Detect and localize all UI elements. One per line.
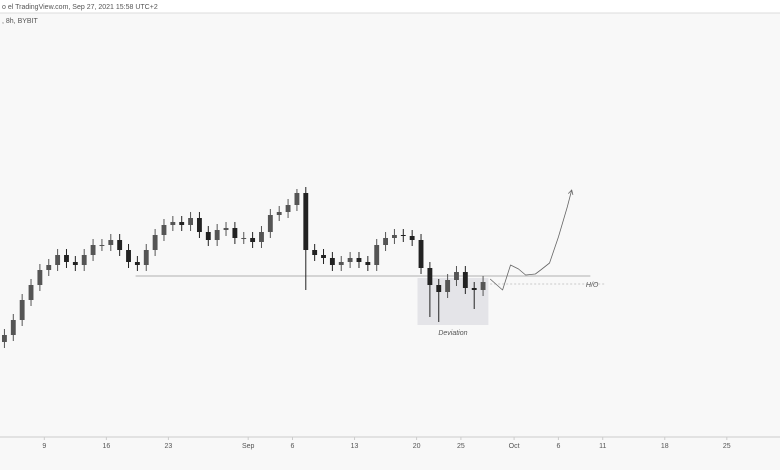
candle-body [55, 255, 61, 265]
candle-body [108, 240, 114, 245]
candle-body [1, 335, 7, 342]
x-tick-label: 6 [291, 443, 295, 450]
candle-body [161, 225, 167, 235]
candle-body [312, 250, 318, 255]
candle-body [10, 320, 16, 335]
candle-body [170, 222, 176, 225]
candle-body [259, 232, 264, 242]
top-bar [0, 0, 780, 13]
candle-body [303, 193, 309, 250]
candle-body [81, 255, 87, 265]
candle-body [72, 262, 78, 265]
candle-body [179, 222, 185, 225]
candle-body [365, 262, 371, 265]
level-label: H/O [586, 282, 599, 289]
x-tick-label: 9 [42, 443, 46, 450]
candle-body [99, 245, 105, 246]
candle-body [152, 235, 158, 250]
candle-body [126, 250, 131, 262]
candle-body [409, 236, 415, 240]
candle-body [37, 270, 43, 285]
zone-label: Deviation [438, 330, 467, 337]
candle-body [427, 268, 433, 285]
candle-body [383, 238, 389, 245]
x-tick-label: 20 [413, 443, 421, 450]
candle-body [321, 255, 326, 258]
x-tick-label: Sep [242, 443, 255, 450]
candle-body [196, 218, 202, 232]
x-tick-label: 18 [661, 443, 669, 450]
candle-body [64, 255, 69, 262]
candle-body [267, 215, 273, 232]
candle-body [117, 240, 123, 250]
candle-body [294, 193, 300, 205]
x-tick-label: 13 [351, 443, 359, 450]
candle-body [436, 285, 442, 292]
candle-body [90, 245, 96, 255]
projection-arrow [567, 189, 574, 195]
x-tick-label: 25 [723, 443, 731, 450]
candle-body [480, 282, 486, 290]
candle-body [374, 245, 380, 265]
candle-body [205, 232, 211, 240]
candle-body [214, 230, 220, 240]
candle-body [418, 240, 424, 268]
header-line2: , 8h, BYBIT [2, 18, 39, 25]
candle-body [134, 262, 140, 265]
candle-body [250, 238, 256, 242]
candle-body [462, 272, 468, 288]
candle-body [400, 235, 406, 236]
candle-body [188, 218, 194, 225]
projection-path [489, 189, 573, 291]
candle-body [276, 212, 282, 215]
x-tick-label: 6 [556, 443, 560, 450]
candle-body [46, 265, 52, 270]
candle-body [445, 280, 451, 292]
candle-body [454, 272, 459, 280]
candle-body [241, 238, 247, 239]
candle-body [232, 228, 238, 238]
candle-body [223, 228, 229, 230]
deviation-zone [417, 278, 489, 325]
x-tick-label: 16 [102, 443, 110, 450]
x-tick-label: Oct [509, 443, 520, 450]
x-tick-label: 11 [599, 443, 606, 450]
candle-body [28, 285, 34, 300]
candle-body [347, 258, 353, 262]
x-tick-label: 25 [457, 443, 465, 450]
candle-body [285, 205, 291, 212]
candle-body [329, 258, 335, 265]
x-tick-label: 23 [165, 443, 173, 450]
candle-body [143, 250, 149, 265]
candle-body [338, 262, 344, 265]
header-line1: o el TradingView.com, Sep 27, 2021 15:58… [2, 4, 158, 11]
candle-body [356, 258, 362, 262]
candle-body [391, 235, 397, 238]
candle-body [19, 300, 25, 320]
candle-body [471, 288, 477, 290]
